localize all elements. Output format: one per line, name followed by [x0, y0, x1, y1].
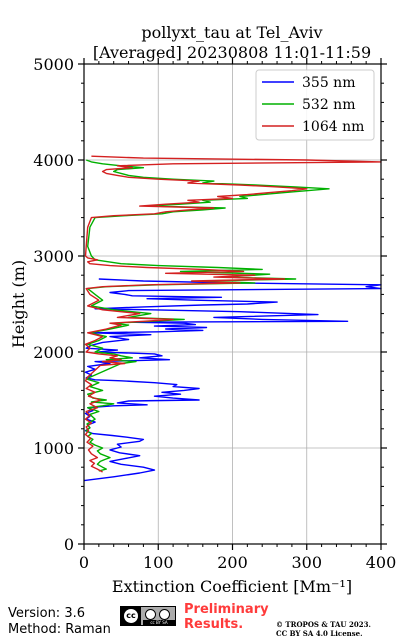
cc-license-badge: cc cc BY SA	[120, 606, 176, 626]
y-tick-label: 3000	[33, 247, 74, 266]
preliminary-results-label: Preliminary Results.	[184, 602, 269, 632]
y-tick-label: 2000	[33, 343, 74, 362]
cc-icon: cc	[124, 609, 138, 623]
sa-icon	[159, 609, 170, 620]
series-line-532-nm	[85, 159, 330, 472]
copyright-notice: © TROPOS & TAU 2023. CC BY SA 4.0 Licens…	[276, 620, 371, 638]
legend-label: 1064 nm	[302, 119, 364, 135]
plot-series	[83, 155, 382, 482]
x-tick-label: 300	[291, 553, 322, 572]
x-tick-label: 0	[79, 553, 89, 572]
legend-label: 355 nm	[302, 75, 355, 91]
preliminary-line-2: Results.	[184, 617, 244, 632]
y-tick-label: 0	[64, 535, 74, 554]
legend-label: 532 nm	[302, 97, 355, 113]
x-tick-label: 200	[217, 553, 248, 572]
by-icon	[145, 609, 156, 620]
copyright-line-1: © TROPOS & TAU 2023.	[276, 620, 371, 629]
cc-badge-text: cc BY SA	[143, 620, 175, 625]
extinction-profile-chart: pollyxt_tau at Tel_Aviv [Averaged] 20230…	[9, 23, 396, 596]
series-line-355-nm	[83, 278, 382, 482]
version-text: Version: 3.6	[8, 606, 85, 621]
x-axis-label: Extinction Coefficient [Mm⁻¹]	[112, 577, 352, 596]
y-tick-label: 1000	[33, 439, 74, 458]
legend-box	[255, 69, 375, 141]
y-tick-label: 4000	[33, 151, 74, 170]
y-axis-label: Height (m)	[9, 260, 28, 348]
method-text: Method: Raman	[8, 622, 111, 637]
y-tick-label: 5000	[33, 55, 74, 74]
x-tick-label: 100	[143, 553, 174, 572]
copyright-line-2: CC BY SA 4.0 License.	[276, 629, 363, 638]
series-line-1064-nm	[84, 155, 382, 473]
chart-title: pollyxt_tau at Tel_Aviv	[141, 23, 322, 42]
legend: 355 nm 532 nm 1064 nm	[255, 69, 375, 141]
x-tick-label: 400	[366, 553, 397, 572]
chart-subtitle: [Averaged] 20230808 11:01-11:59	[93, 43, 371, 62]
cc-logo-block: cc	[121, 607, 141, 625]
preliminary-line-1: Preliminary	[184, 602, 269, 617]
